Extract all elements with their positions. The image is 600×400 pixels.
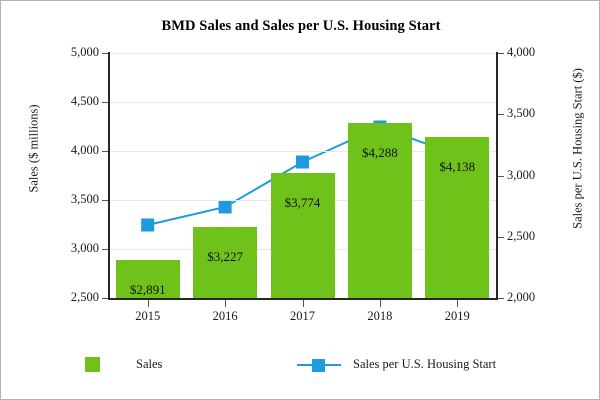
x-axis-line — [108, 298, 498, 300]
right-axis-line — [496, 52, 498, 299]
left-axis-line — [108, 52, 110, 299]
x-axis-tick-label: 2017 — [290, 309, 315, 323]
right-axis-tick-labels: 2,000 2,500 3,000 3,500 4,000 — [507, 1, 573, 399]
x-axis-tick — [379, 300, 381, 307]
right-axis-tick — [498, 175, 504, 177]
x-axis-tick — [457, 300, 459, 307]
right-axis-tick-label: 3,000 — [507, 167, 536, 182]
left-axis-tick-labels: 2,500 3,000 3,500 4,000 4,500 5,000 — [33, 1, 99, 399]
right-axis-tick-label: 2,000 — [507, 290, 536, 304]
left-axis-tick-label: 3,500 — [70, 192, 99, 206]
bar[interactable] — [193, 226, 258, 298]
right-axis-tick-label: 4,000 — [507, 45, 536, 59]
legend-swatch-sales-icon — [85, 356, 100, 372]
left-axis-tick — [102, 298, 108, 299]
bar-data-label: $2,891 — [129, 281, 166, 297]
legend-label-sales-per-housing-start: Sales per U.S. Housing Start — [353, 356, 497, 371]
line-data-point[interactable] — [296, 155, 309, 169]
legend-line-marker-icon — [297, 357, 341, 372]
bar[interactable] — [425, 137, 490, 298]
right-axis-tick — [498, 236, 504, 238]
right-axis-tick — [498, 114, 504, 116]
chart-legend: Sales Sales per U.S. Housing Start — [1, 353, 599, 377]
x-axis-tick-label: 2015 — [135, 309, 161, 323]
left-axis-tick-label: 3,000 — [70, 241, 99, 255]
right-axis-title: Sales per U.S. Housing Start ($) — [570, 68, 585, 229]
left-axis-tick-label: 5,000 — [70, 45, 99, 59]
right-axis-tick — [498, 298, 504, 299]
bar-data-label: $3,774 — [284, 195, 321, 211]
left-axis-tick — [102, 200, 108, 201]
x-axis-tick — [302, 300, 304, 307]
bar-data-label: $4,288 — [362, 144, 398, 160]
legend-item-sales-per-housing-start[interactable]: Sales per U.S. Housing Start — [297, 353, 496, 375]
left-axis-tick — [102, 249, 108, 250]
chart-title: BMD Sales and Sales per U.S. Housing Sta… — [161, 18, 441, 34]
left-axis-tick-label: 2,500 — [70, 290, 99, 304]
left-axis-tick-label: 4,500 — [70, 94, 99, 108]
bar[interactable] — [347, 122, 412, 298]
bar-data-label: $3,227 — [207, 248, 243, 264]
line-data-point[interactable] — [141, 218, 155, 232]
x-axis-tick-label: 2019 — [444, 309, 470, 323]
bar[interactable] — [115, 259, 180, 298]
legend-item-sales[interactable]: Sales — [85, 353, 162, 375]
left-axis-tick — [102, 151, 108, 152]
bar[interactable] — [270, 173, 335, 298]
legend-label-sales: Sales — [136, 356, 163, 371]
x-axis-tick-label: 2016 — [212, 309, 238, 323]
left-axis-tick — [102, 53, 108, 54]
x-axis-tick — [225, 300, 227, 307]
right-axis-tick-label: 2,500 — [507, 228, 536, 243]
left-axis-tick-label: 4,000 — [70, 143, 99, 157]
gridline — [109, 102, 496, 103]
left-axis-tick — [102, 102, 108, 103]
left-axis-title: Sales ($ millions) — [26, 104, 41, 193]
bar-data-label: $4,138 — [439, 159, 476, 175]
plot-area: $2,891 $3,227 $3,774 $4,288 $4,138 — [109, 53, 496, 298]
x-axis-tick — [147, 300, 149, 307]
gridline — [109, 151, 496, 152]
right-axis-tick — [498, 53, 504, 54]
x-axis-tick-label: 2018 — [367, 309, 393, 323]
gridline — [109, 53, 496, 54]
line-data-point[interactable] — [218, 200, 232, 214]
right-axis-tick-label: 3,500 — [507, 106, 536, 121]
